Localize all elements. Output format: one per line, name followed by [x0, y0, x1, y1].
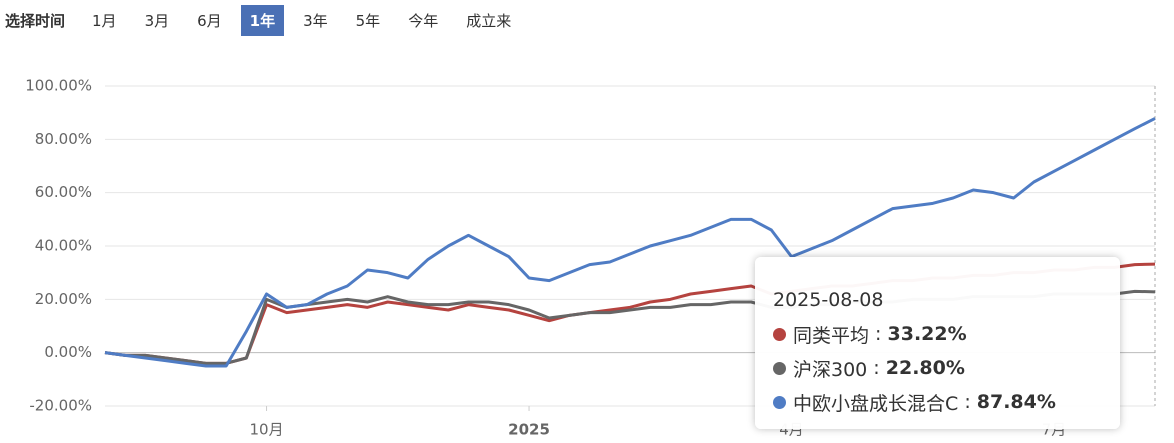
time-option[interactable]: 成立来 — [466, 11, 512, 30]
tooltip-name: 中欧小盘成长混合C — [793, 392, 959, 415]
y-tick-label: 0.00% — [44, 343, 92, 361]
tooltip-name: 同类平均 — [793, 324, 870, 347]
y-tick-label: 60.00% — [35, 183, 92, 201]
time-option[interactable]: 1年 — [240, 4, 285, 36]
tooltip-separator: : — [867, 357, 886, 379]
tooltip-value: 22.80% — [885, 357, 965, 379]
tooltip-dot — [773, 361, 786, 375]
tooltip-row: 同类平均 : 33.22% — [773, 317, 1120, 351]
y-tick-label: 100.00% — [25, 77, 92, 95]
tooltip-row: 沪深300 : 22.80% — [773, 351, 1120, 385]
tooltip-value: 87.84% — [976, 391, 1056, 413]
tooltip-dot — [773, 395, 786, 409]
y-tick-label: 20.00% — [35, 290, 92, 308]
tooltip-value: 33.22% — [887, 323, 967, 345]
toolbar-label: 选择时间 — [5, 11, 66, 30]
tooltip-separator: : — [958, 391, 977, 413]
tooltip-title: 2025-08-08 — [773, 289, 884, 311]
series-line — [104, 117, 1156, 368]
tooltip-dot — [773, 327, 786, 341]
time-option[interactable]: 6月 — [197, 11, 222, 30]
x-tick-label: 2025 — [508, 421, 550, 439]
time-option[interactable]: 5年 — [355, 11, 381, 30]
toolbar: 选择时间 1月 3月 6月 1年 3年 5年 今年 成立来 — [0, 0, 530, 40]
time-option[interactable]: 1月 — [92, 11, 117, 30]
y-tick-label: 40.00% — [35, 237, 92, 255]
y-tick-label: -20.00% — [29, 397, 92, 415]
tooltip-name: 沪深300 — [793, 358, 868, 381]
y-tick-label: 80.00% — [35, 130, 92, 148]
time-option[interactable]: 3月 — [144, 11, 170, 30]
x-tick-label: 10月 — [249, 421, 283, 439]
time-option[interactable]: 今年 — [408, 11, 439, 30]
time-option[interactable]: 3年 — [303, 11, 328, 30]
tooltip-row: 中欧小盘成长混合C : 87.84% — [773, 385, 1120, 419]
tooltip: 2025-08-08 同类平均 : 33.22% 沪深300 : 22.80% 中欧… — [755, 257, 1120, 429]
tooltip-separator: : — [869, 323, 888, 345]
